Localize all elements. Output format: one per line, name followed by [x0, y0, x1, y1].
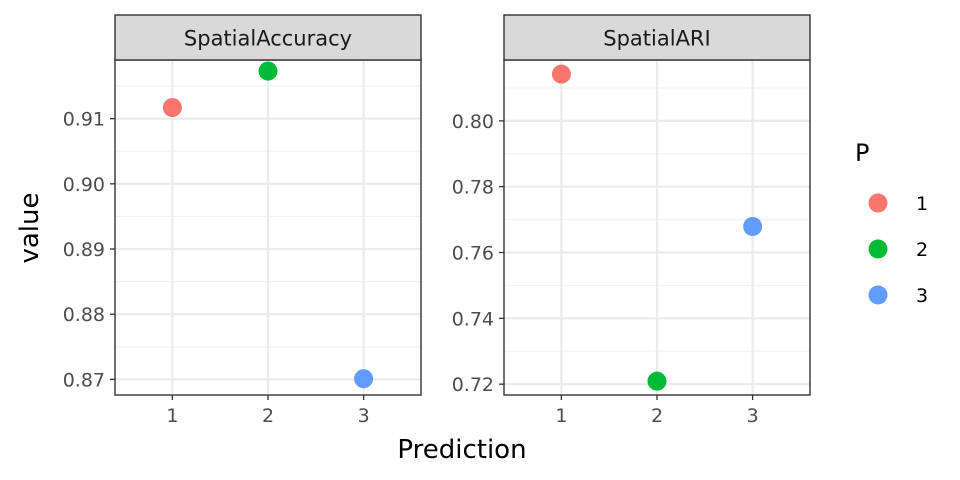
- y-tick-label: 0.87: [63, 369, 105, 391]
- legend-label: 3: [916, 285, 928, 307]
- facet-strip: [114, 14, 422, 61]
- legend-key-3: [868, 285, 888, 305]
- data-point-2: [258, 61, 278, 81]
- facet-strip-label: SpatialARI: [603, 27, 710, 51]
- facet-panel-1: SpatialAccuracy 0.87 0.88 0.89 0.90 0.91 1 2 3: [63, 14, 422, 427]
- y-tick-label: 0.90: [63, 174, 105, 196]
- y-tick-label: 0.76: [452, 243, 494, 265]
- y-tick-label: 0.80: [452, 111, 494, 133]
- x-tick-label: 2: [651, 405, 663, 427]
- legend-key-2: [868, 239, 888, 259]
- facet-strip-label: SpatialAccuracy: [184, 27, 352, 51]
- facet-strip: [503, 14, 811, 61]
- y-tick-label: 0.91: [63, 109, 105, 131]
- y-tick-label: 0.74: [452, 308, 494, 330]
- x-tick-label: 3: [747, 405, 759, 427]
- legend-label: 1: [916, 193, 928, 215]
- data-point-1: [162, 98, 182, 118]
- data-point-3: [743, 217, 763, 237]
- data-point-1: [551, 64, 571, 84]
- y-tick-label: 0.88: [63, 304, 105, 326]
- legend-label: 2: [916, 239, 928, 261]
- x-tick-label: 3: [358, 405, 370, 427]
- x-axis-title: Prediction: [397, 435, 526, 465]
- y-tick-label: 0.78: [452, 177, 494, 199]
- data-point-3: [354, 369, 374, 389]
- facet-panel-2: SpatialARI 0.72 0.74 0.76 0.78 0.80 1 2 3: [452, 14, 811, 427]
- legend: P 1 2 3: [855, 139, 928, 307]
- x-tick-label: 1: [166, 405, 178, 427]
- y-tick-label: 0.89: [63, 239, 105, 261]
- legend-title: P: [855, 139, 869, 167]
- x-tick-label: 1: [555, 405, 567, 427]
- y-axis-title: value: [15, 192, 45, 263]
- x-tick-label: 2: [262, 405, 274, 427]
- legend-key-1: [868, 193, 888, 213]
- y-tick-label: 0.72: [452, 374, 494, 396]
- data-point-2: [647, 371, 667, 391]
